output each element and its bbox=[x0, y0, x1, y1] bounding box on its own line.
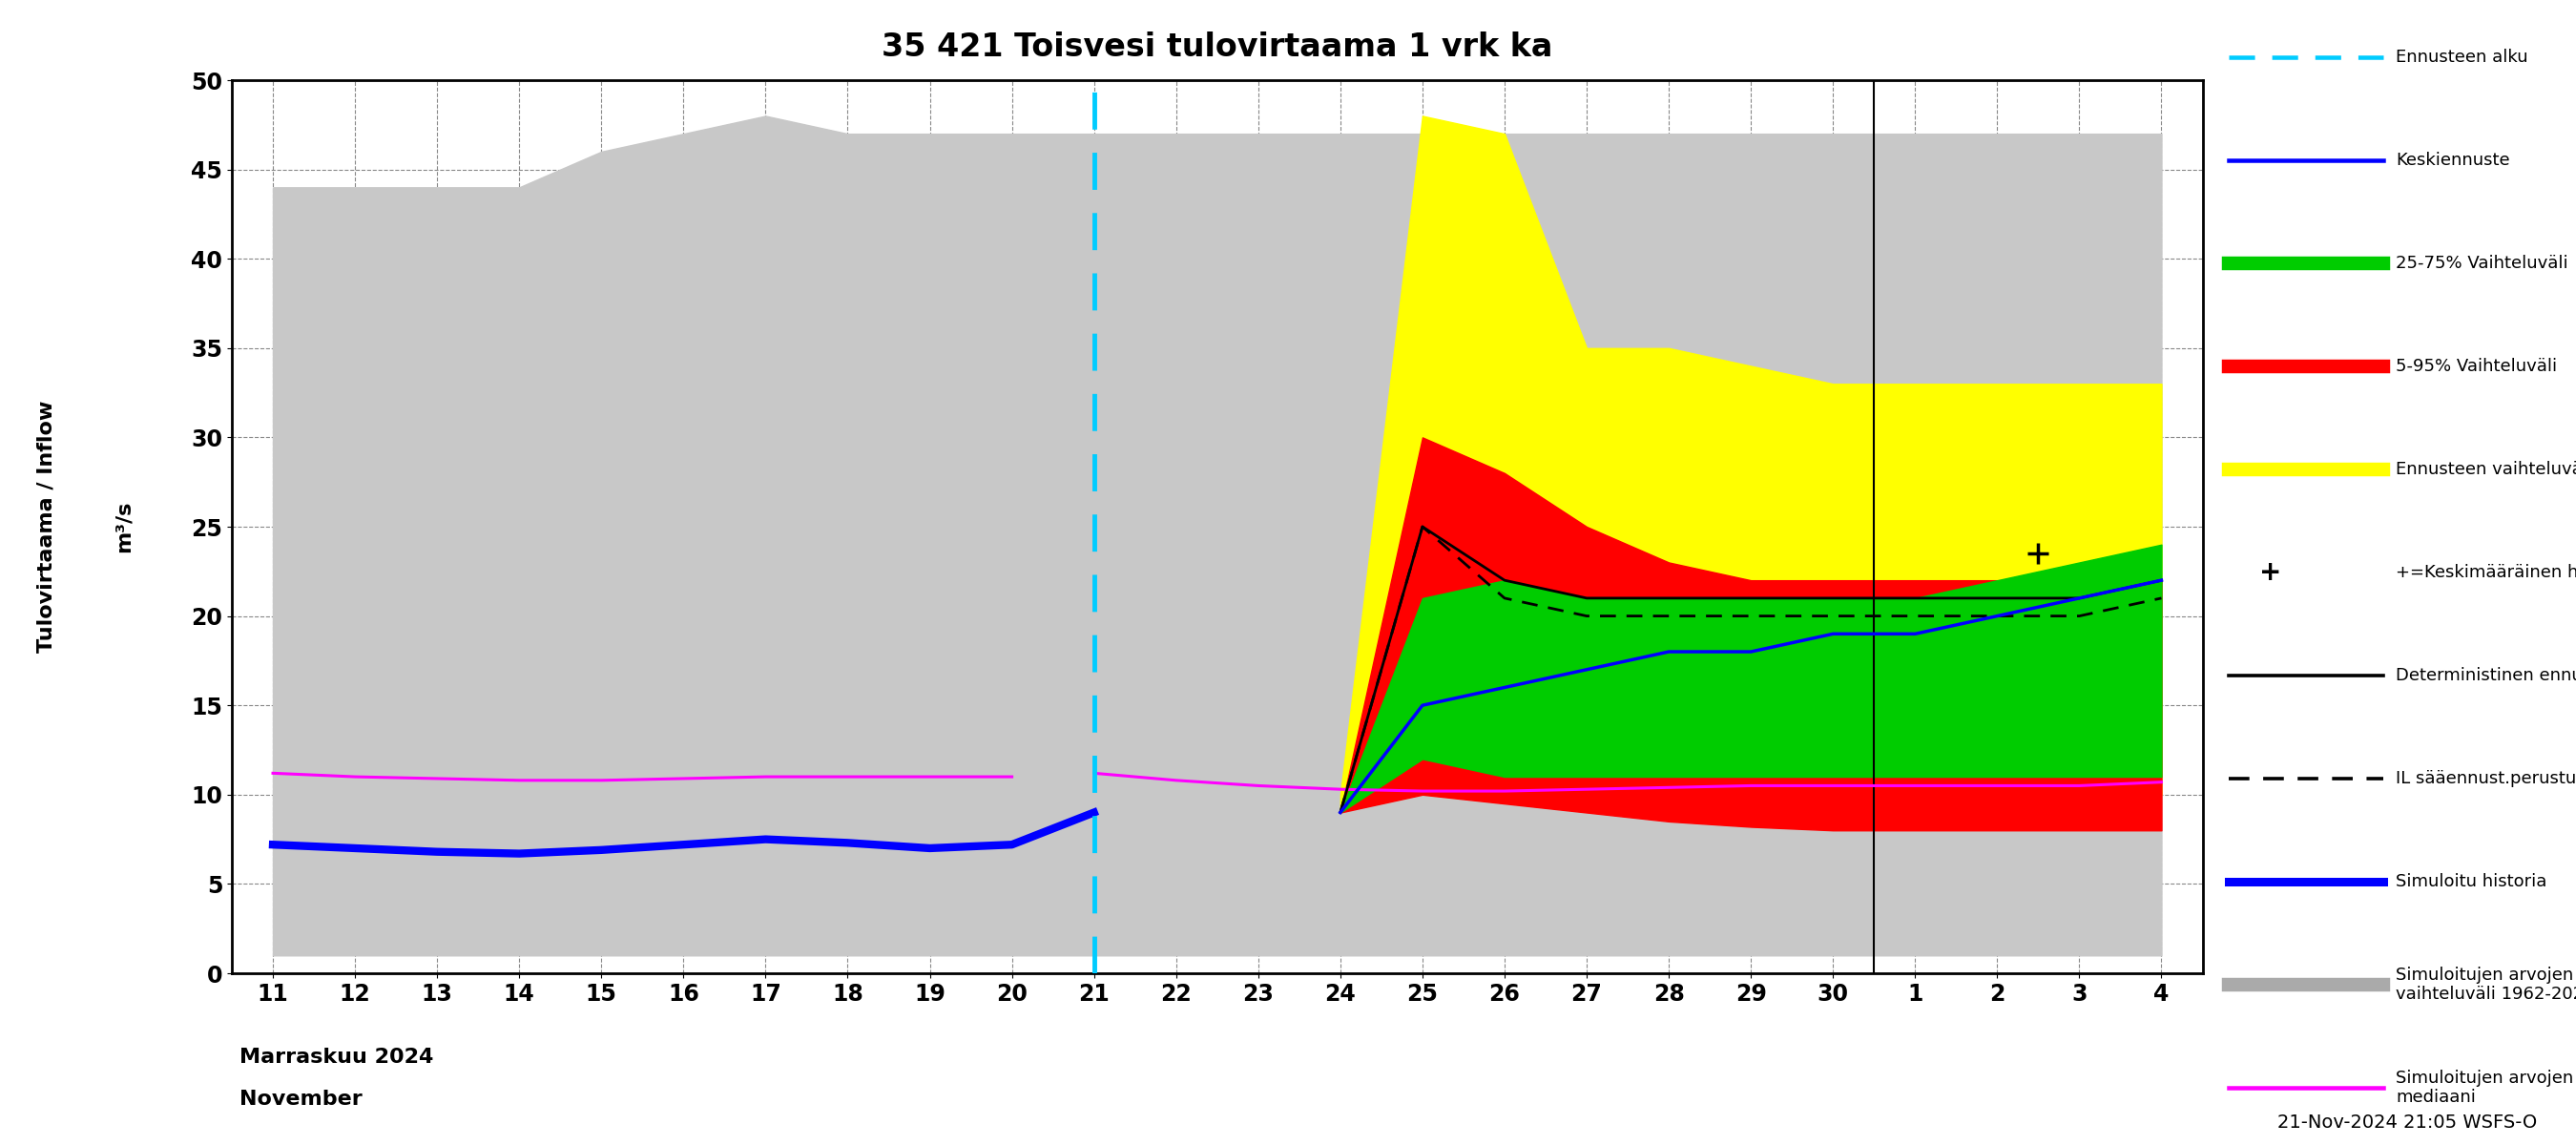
Text: +: + bbox=[2259, 559, 2282, 586]
Text: November: November bbox=[240, 1090, 363, 1110]
Text: 5-95% Vaihteluväli: 5-95% Vaihteluväli bbox=[2396, 357, 2558, 376]
Text: Ennusteen alku: Ennusteen alku bbox=[2396, 48, 2527, 65]
Title: 35 421 Toisvesi tulovirtaama 1 vrk ka: 35 421 Toisvesi tulovirtaama 1 vrk ka bbox=[881, 31, 1553, 63]
Text: Deterministinen ennuste: Deterministinen ennuste bbox=[2396, 666, 2576, 685]
Text: Simuloitujen arvojen
mediaani: Simuloitujen arvojen mediaani bbox=[2396, 1069, 2573, 1106]
Text: 25-75% Vaihteluväli: 25-75% Vaihteluväli bbox=[2396, 254, 2568, 271]
Text: Ennusteen vaihteluväli: Ennusteen vaihteluväli bbox=[2396, 460, 2576, 479]
Text: Tulovirtaama / Inflow: Tulovirtaama / Inflow bbox=[36, 401, 57, 653]
Text: Simuloitu historia: Simuloitu historia bbox=[2396, 872, 2548, 891]
Text: m³/s: m³/s bbox=[113, 500, 134, 553]
Text: +=Keskimääräinen huippu: +=Keskimääräinen huippu bbox=[2396, 563, 2576, 581]
Text: Keskiennuste: Keskiennuste bbox=[2396, 151, 2509, 168]
Text: 21-Nov-2024 21:05 WSFS-O: 21-Nov-2024 21:05 WSFS-O bbox=[2277, 1113, 2537, 1131]
Text: IL sääennust.perustuva: IL sääennust.perustuva bbox=[2396, 771, 2576, 788]
Text: Marraskuu 2024: Marraskuu 2024 bbox=[240, 1048, 433, 1067]
Text: Simuloitujen arvojen
vaihteluväli 1962-2023: Simuloitujen arvojen vaihteluväli 1962-2… bbox=[2396, 966, 2576, 1003]
